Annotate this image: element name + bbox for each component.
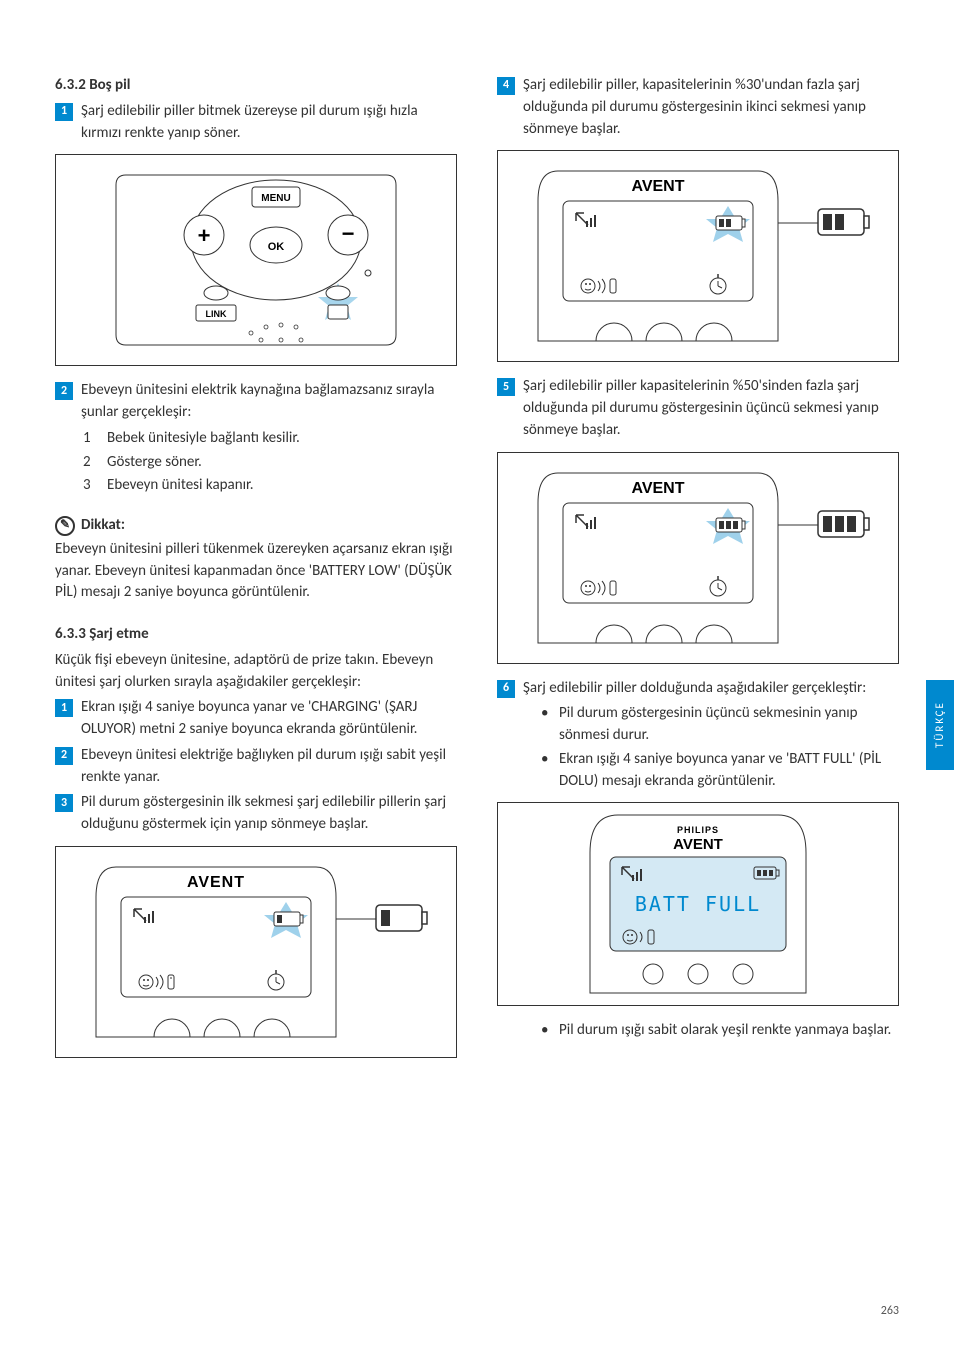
language-tab: TÜRKÇE — [926, 680, 954, 770]
ok-label: OK — [268, 241, 285, 253]
plus-label: + — [198, 223, 211, 248]
step-2: 2 Ebeveyn ünitesini elektrik kaynağına b… — [55, 380, 457, 424]
svg-text:AVENT: AVENT — [631, 178, 684, 195]
page-content: 6.3.2 Boş pil 1 Şarj edilebilir piller b… — [55, 75, 899, 1072]
badge-2: 2 — [55, 382, 73, 400]
bullet-2: Ekran ışığı 4 saniye boyunca yanar ve 'B… — [559, 749, 899, 793]
badge-c2: 2 — [55, 747, 73, 765]
charge-step-1: 1 Ekran ışığı 4 saniye boyunca yanar ve … — [55, 697, 457, 741]
minus-label: − — [342, 221, 355, 246]
badge-c1: 1 — [55, 699, 73, 717]
sub-idx-2: 2 — [83, 452, 107, 474]
badge-1: 1 — [55, 103, 73, 121]
menu-label: MENU — [261, 193, 290, 204]
svg-text:AVENT: AVENT — [673, 836, 723, 853]
charge-step-3: 3 Pil durum göstergesinin ilk sekmesi şa… — [55, 792, 457, 836]
charging-intro: Küçük fişi ebeveyn ünitesine, adaptörü d… — [55, 650, 457, 694]
right-column: 4 Şarj edilebilir piller, kapasitelerini… — [497, 75, 899, 1072]
screen-text: BATT FULL — [635, 892, 761, 916]
sub-text-3: Ebeveyn ünitesi kapanır. — [107, 475, 254, 497]
figure-device-3bar: AVENT — [497, 452, 899, 664]
step-1-text: Şarj edilebilir piller bitmek üzereyse p… — [81, 101, 457, 145]
sub-text-1: Bebek ünitesiyle bağlantı kesilir. — [107, 428, 300, 450]
final-bullets: •Pil durum ışığı sabit olarak yeşil renk… — [541, 1020, 899, 1042]
step-4: 4 Şarj edilebilir piller, kapasitelerini… — [497, 75, 899, 140]
heading-charging: 6.3.3 Şarj etme — [55, 624, 457, 646]
badge-c3: 3 — [55, 794, 73, 812]
step-2-text: Ebeveyn ünitesini elektrik kaynağına bağ… — [81, 380, 457, 424]
step-6-bullets: •Pil durum göstergesinin üçüncü sekmesin… — [541, 703, 899, 792]
charge-3-text: Pil durum göstergesinin ilk sekmesi şarj… — [81, 792, 457, 836]
note-heading: ✎ Dikkat: — [55, 515, 457, 537]
sub-idx-3: 3 — [83, 475, 107, 497]
bullet-dot: • — [541, 749, 559, 793]
sub-text-2: Gösterge söner. — [107, 452, 202, 474]
left-column: 6.3.2 Boş pil 1 Şarj edilebilir piller b… — [55, 75, 457, 1072]
svg-text:PHILIPS: PHILIPS — [677, 825, 719, 835]
page-number: 263 — [881, 1303, 899, 1320]
step-1: 1 Şarj edilebilir piller bitmek üzereyse… — [55, 101, 457, 145]
figure-device-1bar: AVENT — [55, 846, 457, 1058]
note-title: Dikkat: — [81, 515, 125, 537]
bullet-1: Pil durum göstergesinin üçüncü sekmesini… — [559, 703, 899, 747]
link-label: LINK — [206, 309, 227, 319]
charge-step-2: 2 Ebeveyn ünitesi elektriğe bağlıyken pi… — [55, 745, 457, 789]
note-body: Ebeveyn ünitesini pilleri tükenmek üzere… — [55, 539, 457, 604]
charge-2-text: Ebeveyn ünitesi elektriğe bağlıyken pil … — [81, 745, 457, 789]
heading-empty-battery: 6.3.2 Boş pil — [55, 75, 457, 97]
note-icon: ✎ — [55, 516, 75, 536]
charge-1-text: Ekran ışığı 4 saniye boyunca yanar ve 'C… — [81, 697, 457, 741]
step-5-text: Şarj edilebilir piller kapasitelerinin %… — [523, 376, 899, 441]
sub-idx-1: 1 — [83, 428, 107, 450]
figure-device-2bar: AVENT — [497, 150, 899, 362]
bullet-dot: • — [541, 1020, 559, 1042]
badge-5: 5 — [497, 378, 515, 396]
step-2-sublist: 1Bebek ünitesiyle bağlantı kesilir. 2Gös… — [83, 428, 457, 497]
bullet-dot: • — [541, 703, 559, 747]
badge-4: 4 — [497, 77, 515, 95]
step-5: 5 Şarj edilebilir piller kapasitelerinin… — [497, 376, 899, 441]
svg-text:AVENT: AVENT — [631, 480, 684, 497]
svg-text:AVENT: AVENT — [187, 874, 245, 891]
figure-control-panel: MENU OK + − LINK — [55, 154, 457, 366]
step-6: 6 Şarj edilebilir piller dolduğunda aşağ… — [497, 678, 899, 700]
figure-device-full: PHILIPS AVENT BATT FULL — [497, 802, 899, 1006]
final-bullet-text: Pil durum ışığı sabit olarak yeşil renkt… — [559, 1020, 891, 1042]
step-4-text: Şarj edilebilir piller, kapasitelerinin … — [523, 75, 899, 140]
badge-6: 6 — [497, 680, 515, 698]
step-6-text: Şarj edilebilir piller dolduğunda aşağıd… — [523, 678, 899, 700]
highlight-star — [318, 270, 371, 320]
